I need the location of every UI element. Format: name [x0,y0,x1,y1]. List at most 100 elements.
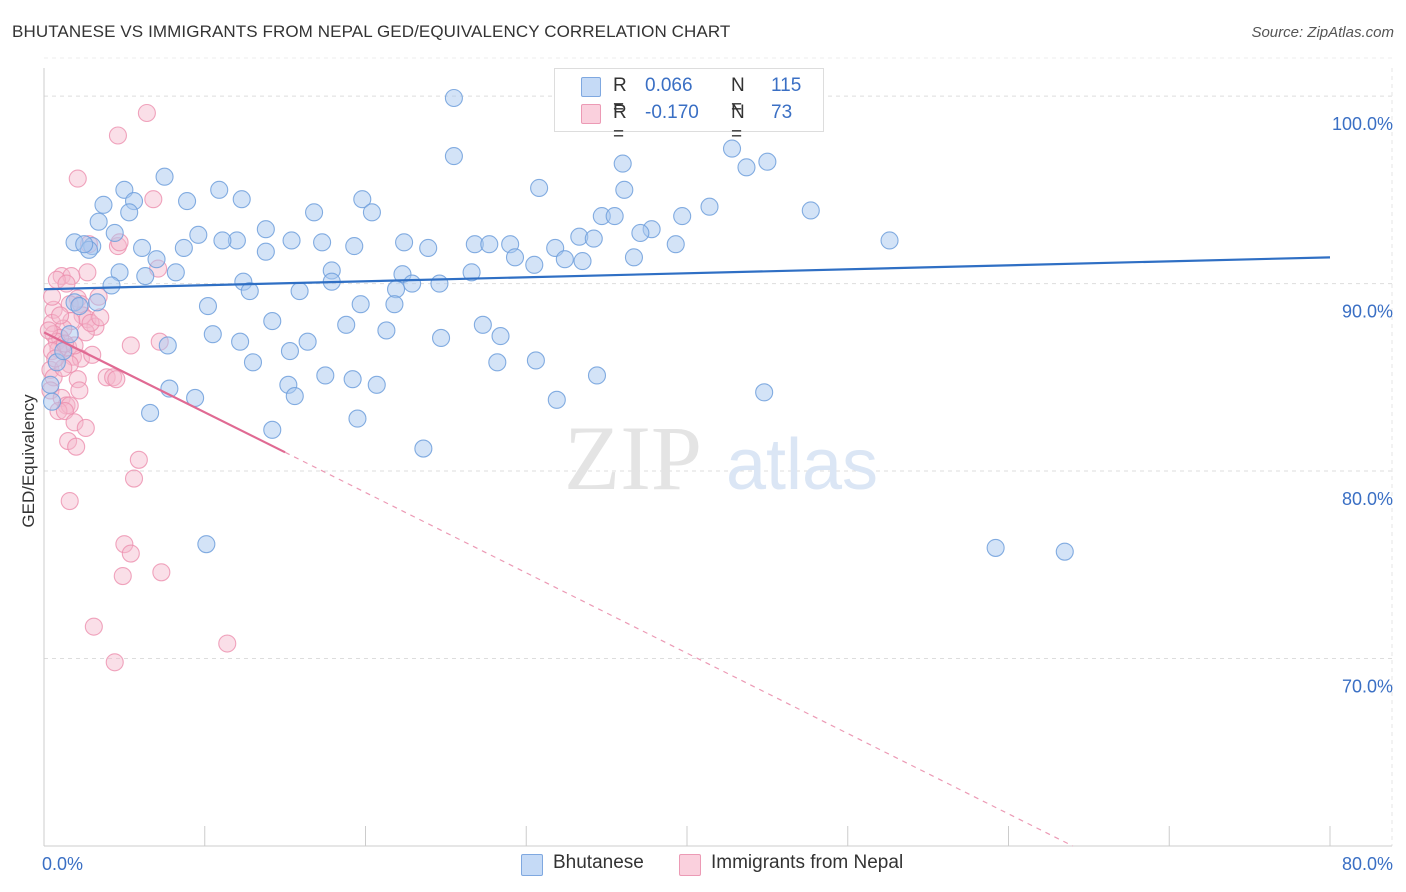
data-point-bhutanese [430,274,449,293]
data-point-bhutanese [547,390,566,409]
chart-title: BHUTANESE VS IMMIGRANTS FROM NEPAL GED/E… [12,22,731,41]
data-point-nepal [105,653,124,672]
trend-line-nepal-extrapolated [284,451,1074,847]
grid-lines [44,57,1393,846]
data-point-bhutanese [525,255,544,274]
series-bhutanese-points [41,87,1074,561]
data-point-nepal [144,190,163,209]
legend-r-value: -0.170 [645,102,699,123]
data-point-bhutanese [256,220,275,239]
data-point-bhutanese [432,328,451,348]
data-point-nepal [91,308,110,327]
data-point-nepal [124,469,144,488]
trend-line-bhutanese [43,256,1331,291]
data-point-bhutanese [337,315,356,334]
data-point-nepal [83,345,102,364]
data-point-bhutanese [395,233,414,252]
data-point-bhutanese [105,223,124,243]
data-point-bhutanese [256,242,275,261]
data-point-bhutanese [210,180,229,199]
data-point-bhutanese [351,295,370,314]
data-point-bhutanese [880,231,899,250]
data-point-bhutanese [166,263,185,282]
data-point-bhutanese [491,327,510,346]
data-point-nepal [81,313,100,333]
data-point-bhutanese [240,282,259,301]
legend-swatch-nepal [679,854,701,876]
data-point-nepal [107,370,126,389]
data-point-bhutanese [755,383,774,402]
data-point-bhutanese [75,235,94,254]
legend-n-label: N = [731,102,745,145]
data-point-bhutanese [673,207,692,226]
y-tick-label: 90.0% [1342,302,1393,322]
data-point-bhutanese [263,312,282,331]
data-point-bhutanese [197,535,216,554]
data-point-bhutanese [343,370,362,389]
data-point-bhutanese [280,342,299,361]
data-point-bhutanese [986,538,1005,557]
data-point-nepal [104,368,123,387]
data-point-bhutanese [232,190,251,209]
data-point-bhutanese [298,332,317,351]
legend-r-label: R = [613,102,627,145]
data-point-bhutanese [348,409,367,428]
data-point-nepal [113,566,132,586]
data-point-nepal [39,321,58,340]
data-point-bhutanese [243,353,263,372]
data-point-bhutanese [587,366,607,385]
data-point-nepal [65,413,84,432]
watermark: ZIP atlas [564,407,878,509]
data-point-bhutanese [666,235,685,254]
legend-swatch-bhutanese [581,77,601,97]
data-point-bhutanese [462,263,481,282]
data-point-bhutanese [87,293,107,312]
data-point-bhutanese [505,248,525,267]
axes [43,68,1392,847]
data-point-bhutanese [178,192,197,211]
legend-swatch-bhutanese [521,854,543,876]
data-point-nepal [78,263,97,282]
data-point-bhutanese [305,203,324,222]
data-point-bhutanese [613,154,632,173]
data-point-bhutanese [120,203,139,222]
legend-swatch-nepal [581,104,601,124]
data-point-bhutanese [41,375,60,394]
data-point-bhutanese [102,276,121,295]
data-point-bhutanese [345,237,364,256]
data-point-bhutanese [722,139,742,158]
data-point-nepal [121,336,140,355]
stats-legend: R = 0.066 N = 115 R = -0.170 N = 73 [554,68,824,145]
y-tick-label: 100.0% [1332,114,1393,134]
data-point-bhutanese [605,207,624,226]
data-point-bhutanese [362,203,381,222]
legend-r-value: 0.066 [645,75,693,96]
legend-n-value: 115 [771,75,802,96]
data-point-bhutanese [700,197,719,216]
watermark-atlas: atlas [726,425,878,505]
data-point-bhutanese [313,233,332,252]
data-point-nepal [51,306,70,325]
data-point-bhutanese [110,263,129,282]
y-tick-label: 70.0% [1342,677,1393,697]
data-point-nepal [76,418,95,437]
data-point-nepal [108,126,127,145]
data-point-bhutanese [42,392,62,411]
data-point-bhutanese [213,231,232,250]
data-point-nepal [60,492,79,511]
data-point-nepal [218,634,237,653]
data-point-bhutanese [60,325,79,344]
data-point-bhutanese [263,420,282,439]
data-point-bhutanese [290,282,309,301]
trend-line-nepal [43,331,286,454]
data-point-bhutanese [198,297,218,316]
data-point-nepal [152,563,171,582]
data-point-bhutanese [526,351,545,370]
data-point-nepal [60,396,79,415]
trend-lines [43,256,1331,847]
data-point-bhutanese [285,387,304,406]
data-point-nepal [68,169,87,188]
data-point-bhutanese [573,252,592,271]
data-point-bhutanese [444,147,463,166]
x-tick-labels: 0.0% 80.0% [42,854,1393,874]
